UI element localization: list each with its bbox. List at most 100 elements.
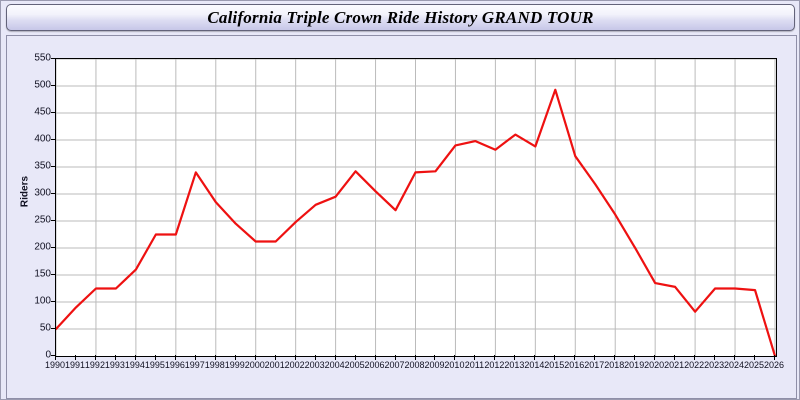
y-axis-tick-labels: 0 50 100 150 200 250 300 350 400 450 500 550 — [13, 53, 51, 361]
x-axis-tick-label: 2023 — [704, 360, 725, 370]
x-axis-tick-label: 2002 — [284, 360, 305, 370]
x-axis-tick-label: 2003 — [304, 360, 325, 370]
title-bar: California Triple Crown Ride History GRA… — [6, 4, 795, 31]
y-axis-tick-mark — [51, 112, 55, 113]
y-axis-tick-mark — [51, 301, 55, 302]
x-axis-tick-label: 2024 — [724, 360, 745, 370]
x-axis-tick-mark — [294, 355, 296, 360]
x-axis-tick-mark — [114, 355, 116, 360]
x-axis-tick-label: 2017 — [584, 360, 605, 370]
x-axis-tick-mark — [434, 355, 436, 360]
x-axis-tick-mark — [674, 355, 676, 360]
y-axis-tick-label: 0 — [45, 349, 51, 361]
x-axis-tick-mark — [454, 355, 456, 360]
y-axis-tick-label: 400 — [34, 133, 51, 145]
x-axis-tick-mark — [74, 355, 76, 360]
x-axis-tick-label: 2022 — [684, 360, 705, 370]
x-axis-tick-mark — [554, 355, 556, 360]
line-chart-svg — [56, 59, 776, 356]
y-axis-tick-label: 450 — [34, 106, 51, 118]
x-axis-tick-label: 2004 — [324, 360, 345, 370]
x-axis-tick-label: 2000 — [244, 360, 265, 370]
x-axis-tick-mark — [154, 355, 156, 360]
x-axis-tick-mark — [334, 355, 336, 360]
x-axis-tick-mark — [474, 355, 476, 360]
x-axis-tick-label: 2013 — [504, 360, 525, 370]
x-axis-tick-label: 2015 — [544, 360, 565, 370]
page-title: California Triple Crown Ride History GRA… — [207, 7, 594, 27]
x-axis-tick-label: 2016 — [564, 360, 585, 370]
y-axis-tick-mark — [51, 85, 55, 86]
x-axis-tick-mark — [534, 355, 536, 360]
x-axis-tick-mark — [494, 355, 496, 360]
y-axis-tick-mark — [51, 274, 55, 275]
x-axis-tick-mark — [714, 355, 716, 360]
x-axis-tick-mark — [734, 355, 736, 360]
x-axis-tick-label: 2021 — [664, 360, 685, 370]
x-axis-tick-mark — [694, 355, 696, 360]
y-axis-tick-label: 100 — [34, 295, 51, 307]
y-axis-tick-mark — [51, 247, 55, 248]
x-axis-tick-label: 1993 — [104, 360, 125, 370]
y-axis-tick-marks — [51, 58, 55, 356]
x-axis-tick-label: 1994 — [124, 360, 145, 370]
x-axis-tick-label: 2019 — [624, 360, 645, 370]
x-axis-tick-mark — [134, 355, 136, 360]
x-axis-tick-mark — [174, 355, 176, 360]
y-axis-tick-label: 250 — [34, 214, 51, 226]
y-axis-tick-mark — [51, 166, 55, 167]
grid-lines — [56, 59, 776, 356]
x-axis-tick-mark — [774, 355, 775, 360]
x-axis-tick-label: 1996 — [164, 360, 185, 370]
x-axis-tick-mark — [354, 355, 356, 360]
x-axis-tick-marks — [55, 355, 777, 360]
y-axis-tick-label: 300 — [34, 187, 51, 199]
x-axis-tick-labels: 1990 1991 1992 1993 1994 1995 1996 1997 1998 1999… — [45, 358, 784, 376]
plot-area — [55, 58, 777, 357]
x-axis-tick-label: 1995 — [144, 360, 165, 370]
x-axis-tick-mark — [654, 355, 656, 360]
y-axis-tick-mark — [51, 220, 55, 221]
x-axis-tick-mark — [634, 355, 636, 360]
x-axis-tick-mark — [314, 355, 316, 360]
y-axis-tick-label: 50 — [39, 322, 51, 334]
x-axis-tick-label: 2026 — [763, 360, 785, 370]
x-axis-tick-mark — [274, 355, 276, 360]
x-axis-tick-mark — [394, 355, 396, 360]
y-axis-tick-mark — [51, 193, 55, 194]
x-axis-tick-mark — [214, 355, 216, 360]
x-axis-tick-mark — [254, 355, 256, 360]
x-axis-tick-label: 1997 — [184, 360, 205, 370]
chart-area: Riders 0 50 100 150 200 250 300 350 400 450 500 550… — [6, 35, 797, 399]
y-axis-tick-label: 550 — [34, 52, 51, 64]
x-axis-tick-mark — [55, 355, 56, 360]
y-axis-tick-label: 500 — [34, 79, 51, 91]
x-axis-tick-label: 2025 — [744, 360, 765, 370]
data-series-line — [56, 88, 776, 356]
x-axis-tick-label: 2014 — [524, 360, 545, 370]
x-axis-tick-label: 2010 — [444, 360, 465, 370]
x-axis-tick-label: 2008 — [404, 360, 425, 370]
x-axis-tick-mark — [614, 355, 616, 360]
x-axis-tick-label: 2006 — [364, 360, 385, 370]
y-axis-tick-mark — [51, 355, 55, 356]
x-axis-tick-label: 1999 — [224, 360, 245, 370]
x-axis-tick-label: 1991 — [64, 360, 85, 370]
x-axis-tick-label: 1998 — [204, 360, 225, 370]
y-axis-tick-label: 200 — [34, 241, 51, 253]
x-axis-tick-label: 2005 — [344, 360, 365, 370]
x-axis-tick-mark — [194, 355, 196, 360]
x-axis-tick-mark — [414, 355, 416, 360]
x-axis-tick-label: 1990 — [44, 360, 66, 370]
x-axis-tick-mark — [94, 355, 96, 360]
x-axis-tick-label: 1992 — [84, 360, 105, 370]
x-axis-tick-mark — [594, 355, 596, 360]
x-axis-tick-mark — [514, 355, 516, 360]
y-axis-tick-mark — [51, 58, 55, 59]
x-axis-tick-label: 2020 — [644, 360, 665, 370]
x-axis-tick-label: 2012 — [484, 360, 505, 370]
x-axis-tick-mark — [234, 355, 236, 360]
x-axis-tick-label: 2011 — [464, 360, 485, 370]
y-axis-tick-label: 150 — [34, 268, 51, 280]
